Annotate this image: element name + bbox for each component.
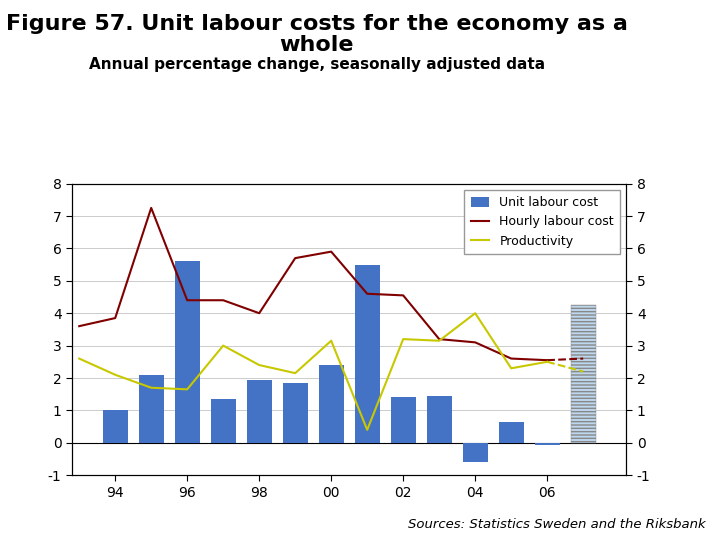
Bar xyxy=(138,375,163,443)
Bar xyxy=(318,365,343,443)
Bar xyxy=(498,422,523,443)
Bar xyxy=(246,380,271,443)
Legend: Unit labour cost, Hourly labour cost, Productivity: Unit labour cost, Hourly labour cost, Pr… xyxy=(464,190,620,254)
Bar xyxy=(102,410,127,443)
Text: Annual percentage change, seasonally adjusted data: Annual percentage change, seasonally adj… xyxy=(89,57,545,72)
Bar xyxy=(390,397,415,443)
Bar xyxy=(570,305,595,443)
Bar xyxy=(426,396,451,443)
Bar xyxy=(534,443,559,445)
Bar xyxy=(282,383,307,443)
Text: whole: whole xyxy=(279,35,354,55)
Text: Figure 57. Unit labour costs for the economy as a: Figure 57. Unit labour costs for the eco… xyxy=(6,14,628,33)
Bar xyxy=(174,261,199,443)
Bar xyxy=(462,443,487,462)
Bar xyxy=(210,399,235,443)
Bar xyxy=(354,265,379,443)
Text: Sources: Statistics Sweden and the Riksbank: Sources: Statistics Sweden and the Riksb… xyxy=(408,518,706,531)
